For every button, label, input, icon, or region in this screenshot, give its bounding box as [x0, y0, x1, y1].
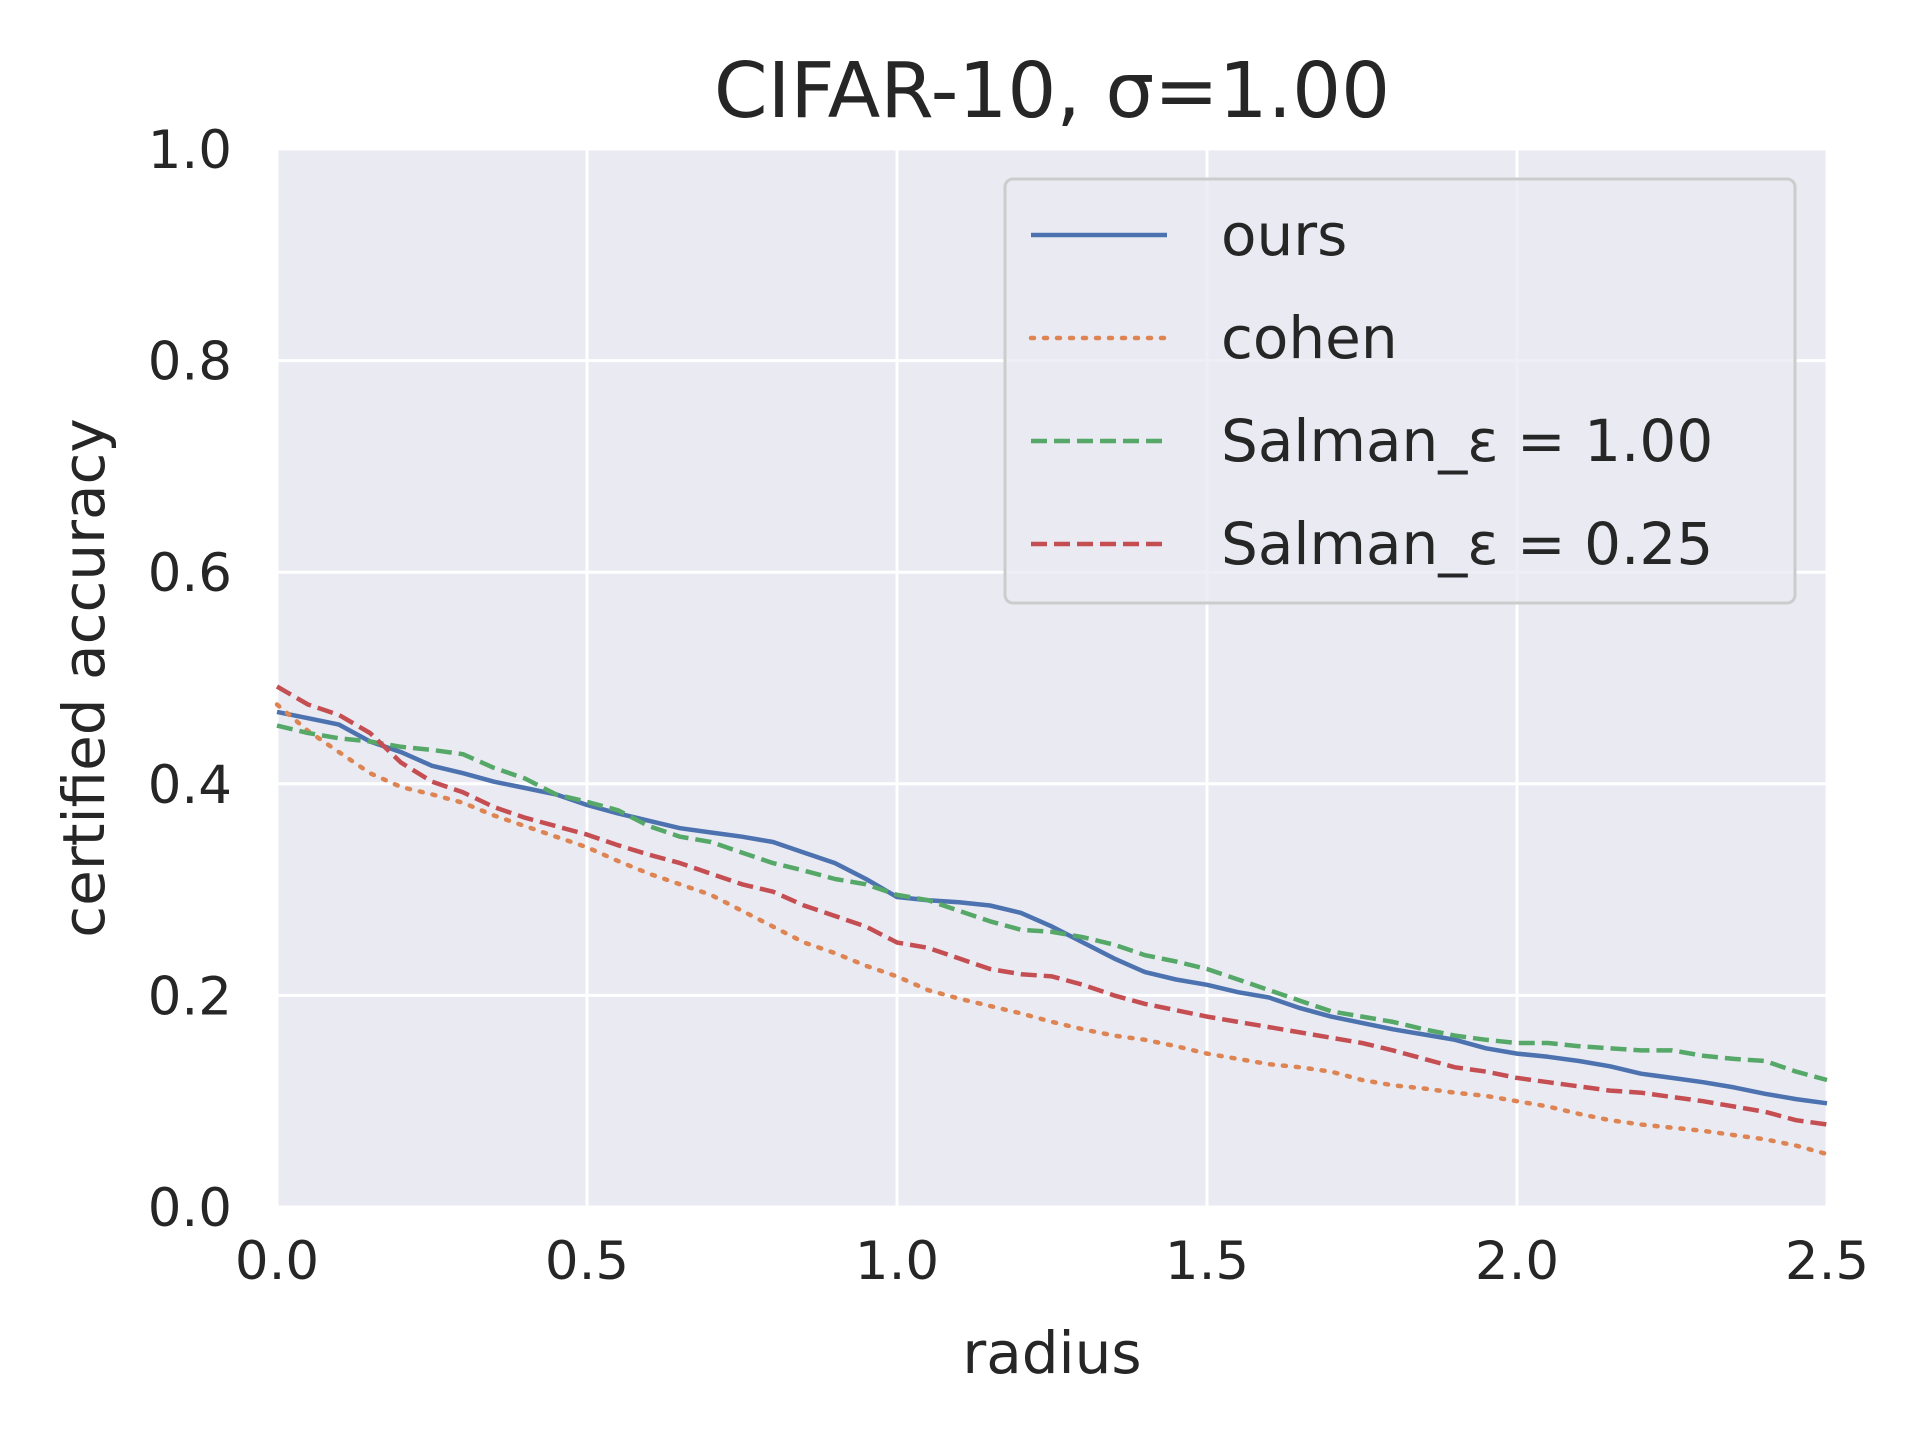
series-line-1: [274, 702, 1830, 1157]
legend-label-0: ours: [1221, 201, 1347, 269]
y-axis-label: certified accuracy: [50, 418, 118, 937]
x-tick-label: 2.5: [1785, 1231, 1869, 1292]
x-tick-label: 0.0: [235, 1231, 319, 1292]
legend-label-3: Salman_ε = 0.25: [1221, 510, 1713, 578]
chart-title: CIFAR-10, σ=1.00: [714, 47, 1390, 136]
x-tick-label: 1.5: [1165, 1231, 1249, 1292]
legend-label-1: cohen: [1221, 304, 1398, 372]
x-tick-label: 0.5: [545, 1231, 629, 1292]
y-tick-label: 0.0: [148, 1178, 232, 1239]
legend: ours cohen Salman_ε = 1.00 Salman_ε = 0.25: [1003, 177, 1797, 605]
y-tick-label: 0.2: [148, 966, 232, 1027]
y-tick-label: 1.0: [148, 120, 232, 181]
series-line-3: [275, 684, 1828, 1127]
x-axis-label: radius: [962, 1319, 1141, 1387]
y-tick-label: 0.4: [148, 755, 232, 816]
y-tick-labels: 0.0 0.2 0.4 0.6 0.8 1.0: [148, 120, 232, 1239]
legend-box: [1003, 177, 1797, 605]
x-tick-label: 1.0: [855, 1231, 939, 1292]
series-line-2: [276, 723, 1828, 1083]
chart-title-text: CIFAR-10, σ=1.00: [714, 47, 1390, 136]
series-lines: [274, 684, 1830, 1157]
y-tick-label: 0.8: [148, 332, 232, 393]
x-tick-label: 2.0: [1475, 1231, 1559, 1292]
x-tick-labels: 0.0 0.5 1.0 1.5 2.0 2.5: [235, 1231, 1869, 1292]
series-line-0: [276, 709, 1828, 1106]
y-tick-label: 0.6: [148, 543, 232, 604]
legend-label-2: Salman_ε = 1.00: [1221, 407, 1713, 475]
